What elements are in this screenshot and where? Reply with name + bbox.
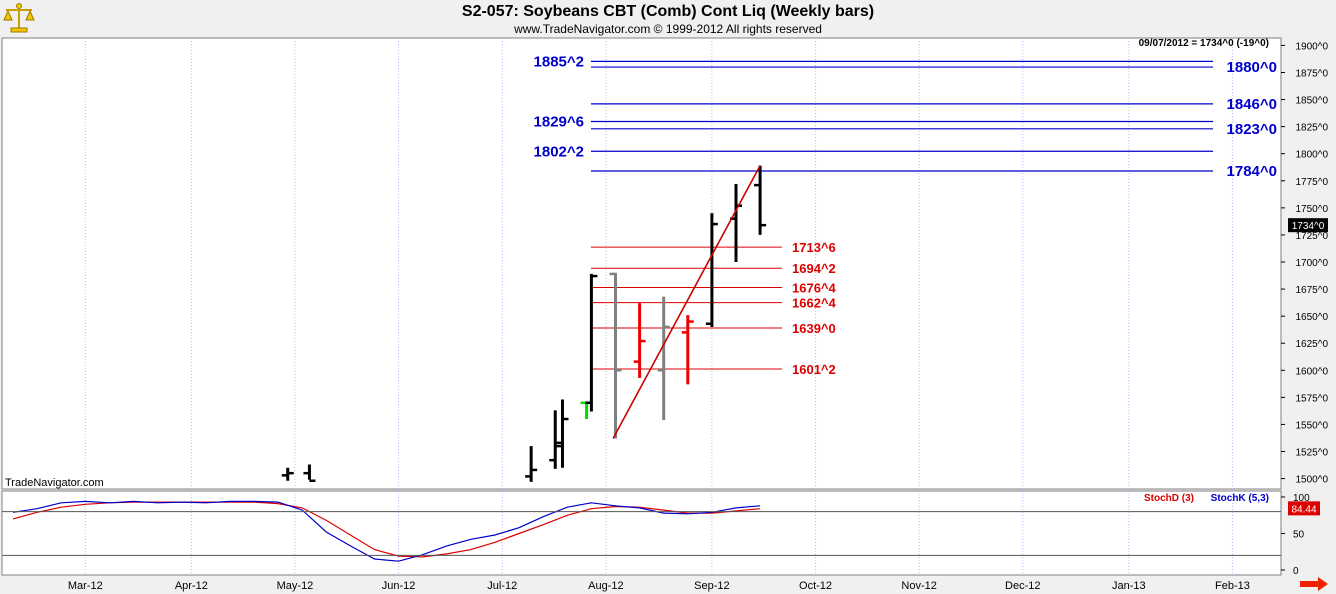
month-tick-label: Jun-12 bbox=[382, 580, 416, 592]
blue-level-label: 1846^0 bbox=[1227, 96, 1277, 113]
price-axis: 1900^0 1875^0 1850^0 1825^0 1800^0 1775^0 1750… bbox=[1281, 41, 1329, 486]
ohlc-bar bbox=[609, 272, 622, 439]
red-level-label: 1662^4 bbox=[792, 296, 837, 311]
month-tick-label: Jul-12 bbox=[487, 580, 517, 592]
last-bar-info: 09/07/2012 = 1734^0 (-19^0) bbox=[1139, 38, 1269, 49]
stoch-last-label: 84.44 bbox=[1291, 504, 1316, 515]
stoch-tick-label: 100 bbox=[1293, 493, 1310, 504]
price-panel bbox=[1, 37, 1282, 490]
red-level-label: 1694^2 bbox=[792, 261, 836, 276]
blue-level-label: 1885^2 bbox=[534, 53, 584, 70]
red-level-label: 1713^6 bbox=[792, 240, 836, 255]
price-tick-label: 1625^0 bbox=[1296, 339, 1329, 350]
ohlc-bar bbox=[281, 467, 294, 481]
month-tick-label: Sep-12 bbox=[694, 580, 729, 592]
stochastic-lines bbox=[12, 500, 761, 562]
stoch-tick-label: 0 bbox=[1293, 566, 1299, 577]
price-tick-label: 1875^0 bbox=[1296, 68, 1329, 79]
month-tick-label: Apr-12 bbox=[175, 580, 208, 592]
price-tick-label: 1500^0 bbox=[1296, 475, 1329, 486]
stochastic-axis: 100 50 0 84.44 bbox=[2, 493, 1320, 577]
ohlc-bar bbox=[754, 165, 767, 235]
red-level-label: 1676^4 bbox=[792, 280, 837, 295]
month-tick-label: Jan-13 bbox=[1112, 580, 1146, 592]
ohlc-bar bbox=[681, 315, 694, 385]
stochk-legend: StochK (5,3) bbox=[1211, 493, 1269, 504]
red-level-label: 1639^0 bbox=[792, 321, 836, 336]
price-tick-label: 1900^0 bbox=[1296, 41, 1329, 52]
month-tick-label: May-12 bbox=[277, 580, 314, 592]
month-tick-label: Dec-12 bbox=[1005, 580, 1040, 592]
price-tick-label: 1600^0 bbox=[1296, 366, 1329, 377]
price-tick-label: 1800^0 bbox=[1296, 150, 1329, 161]
stoch-tick-label: 50 bbox=[1293, 530, 1305, 541]
blue-level-label: 1823^0 bbox=[1227, 121, 1277, 138]
ohlc-bar bbox=[585, 273, 598, 412]
price-bars bbox=[281, 165, 767, 483]
trendline bbox=[612, 165, 761, 439]
price-tick-label: 1725^0 bbox=[1296, 231, 1329, 242]
price-tick-label: 1850^0 bbox=[1296, 96, 1329, 107]
price-tick-label: 1525^0 bbox=[1296, 448, 1329, 459]
month-tick-label: Feb-13 bbox=[1215, 580, 1250, 592]
copyright-subtitle: www.TradeNavigator.com © 1999-2012 All r… bbox=[514, 22, 822, 36]
price-tick-label: 1575^0 bbox=[1296, 393, 1329, 404]
date-axis: Mar-12 Apr-12 May-12 Jun-12 Jul-12 Aug-12 Sep-… bbox=[68, 580, 1250, 592]
chart-title: S2-057: Soybeans CBT (Comb) Cont Liq (We… bbox=[461, 3, 875, 20]
ohlc-bar bbox=[556, 399, 569, 468]
price-tick-label: 1825^0 bbox=[1296, 123, 1329, 134]
stochd-legend: StochD (3) bbox=[1144, 493, 1194, 504]
price-tick-label: 1750^0 bbox=[1296, 204, 1329, 215]
price-tick-label: 1700^0 bbox=[1296, 258, 1329, 269]
blue-level-label: 1802^2 bbox=[534, 143, 584, 160]
stochk-line bbox=[12, 500, 761, 562]
ohlc-bar bbox=[633, 303, 646, 378]
trendline-layer bbox=[612, 165, 761, 439]
stochastic-panel bbox=[1, 490, 1282, 576]
price-tick-label: 1650^0 bbox=[1296, 312, 1329, 323]
blue-level-label: 1784^0 bbox=[1227, 163, 1277, 180]
month-gridlines bbox=[84, 38, 1233, 575]
ohlc-bar bbox=[549, 410, 562, 469]
price-tick-label: 1550^0 bbox=[1296, 420, 1329, 431]
blue-level-label: 1880^0 bbox=[1227, 59, 1277, 76]
watermark: TradeNavigator.com bbox=[5, 477, 104, 489]
month-tick-label: Aug-12 bbox=[588, 580, 623, 592]
last-price-box bbox=[1288, 218, 1328, 233]
month-tick-label: Mar-12 bbox=[68, 580, 103, 592]
last-price-label: 1734^0 bbox=[1292, 221, 1325, 232]
fib-levels: 1885^2 1880^0 1846^0 1829^6 1823^0 1802^2 1784… bbox=[534, 53, 1277, 377]
ohlc-bar bbox=[657, 296, 670, 421]
price-tick-label: 1775^0 bbox=[1296, 177, 1329, 188]
ohlc-bar bbox=[705, 213, 718, 327]
ohlc-bar bbox=[525, 446, 538, 482]
month-tick-label: Oct-12 bbox=[799, 580, 832, 592]
month-tick-label: Nov-12 bbox=[901, 580, 936, 592]
scroll-right-arrow-icon[interactable] bbox=[1298, 576, 1330, 592]
blue-level-label: 1829^6 bbox=[534, 113, 584, 130]
red-level-label: 1601^2 bbox=[792, 362, 836, 377]
trade-navigator-logo bbox=[2, 2, 36, 34]
price-tick-label: 1675^0 bbox=[1296, 285, 1329, 296]
stoch-last-box bbox=[1288, 501, 1320, 516]
scales-icon bbox=[2, 2, 36, 34]
ohlc-bar bbox=[303, 464, 316, 483]
